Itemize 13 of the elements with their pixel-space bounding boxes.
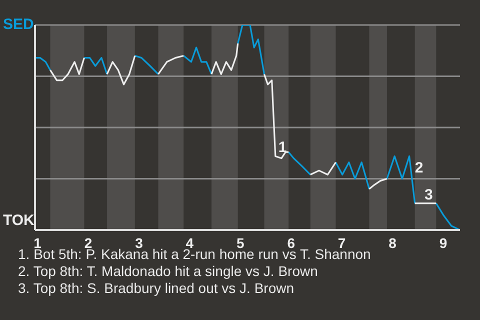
annotation: 2 (414, 160, 424, 177)
x-tick-label: 7 (338, 235, 346, 251)
series-label: SED (3, 16, 34, 33)
x-tick-label: 8 (388, 235, 397, 251)
annotation: 1 (278, 139, 287, 156)
x-tick-label: 9 (439, 235, 448, 251)
annotation: 3 (424, 186, 433, 204)
text: 2. Top 8th: T. Maldonado hit a single vs J. Brown (18, 263, 318, 280)
text: 3. Top 8th: S. Bradbury lined out vs J. Brown (18, 280, 294, 297)
text: TOK (3, 212, 34, 229)
x-tick-label: 5 (236, 235, 244, 251)
x-tick-label: 3 (135, 235, 144, 251)
x-tick-label: 6 (287, 235, 296, 251)
